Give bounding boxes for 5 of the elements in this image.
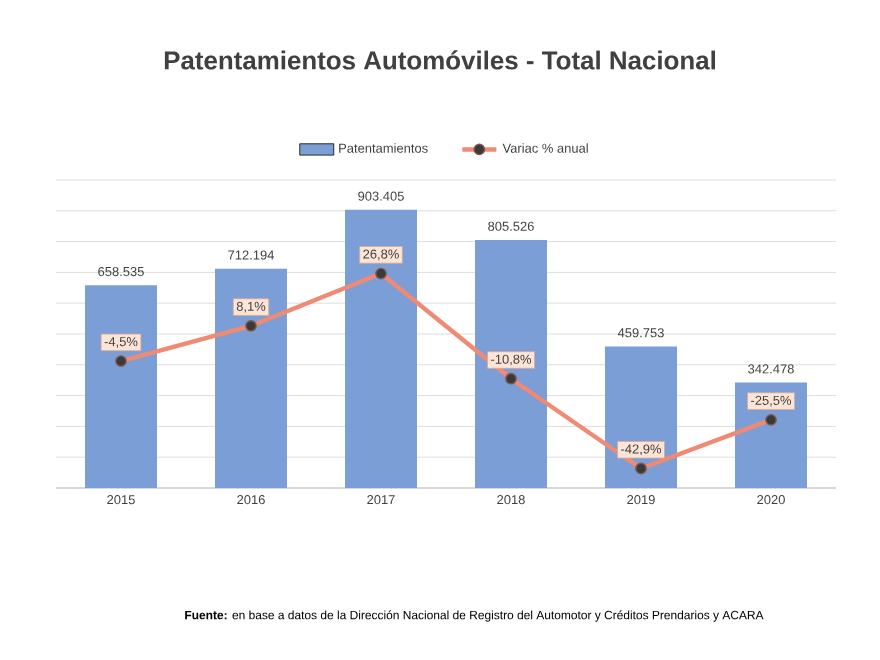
bar <box>475 239 548 488</box>
chart-title: Patentamientos Automóviles - Total Nacional <box>164 50 715 70</box>
bar <box>345 209 417 488</box>
bar <box>85 285 157 488</box>
bar <box>215 268 287 488</box>
